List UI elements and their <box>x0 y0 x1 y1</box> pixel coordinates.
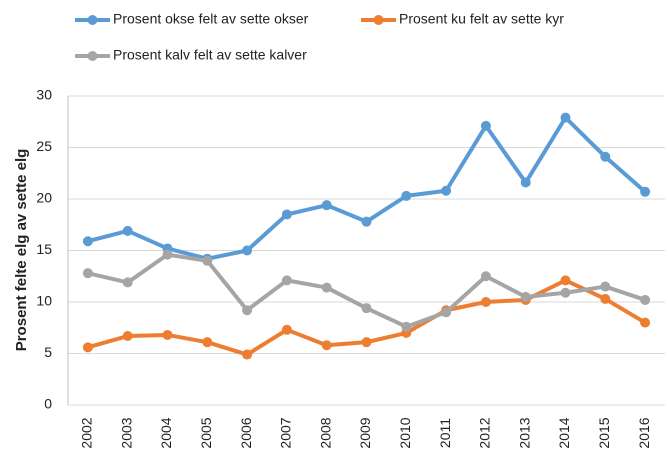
legend-label: Prosent kalv felt av sette kalver <box>113 47 307 63</box>
data-point <box>202 337 213 348</box>
data-point <box>242 349 253 360</box>
legend-marker <box>87 51 98 61</box>
data-point <box>480 271 491 282</box>
x-tick-label: 2013 <box>516 417 532 448</box>
x-tick-label: 2010 <box>397 417 413 448</box>
legend-label: Prosent okse felt av sette okser <box>113 11 309 27</box>
data-point <box>560 287 571 298</box>
data-point <box>162 249 173 260</box>
x-tick-label: 2009 <box>357 417 373 448</box>
data-point <box>361 216 372 227</box>
y-tick-label: 0 <box>44 396 52 412</box>
x-tick-label: 2012 <box>477 417 493 448</box>
y-tick-label: 20 <box>36 190 52 206</box>
data-point <box>321 282 332 293</box>
data-point <box>281 209 292 220</box>
data-point <box>122 277 133 288</box>
x-tick-label: 2011 <box>437 418 453 448</box>
data-point <box>640 294 651 305</box>
data-point <box>82 268 93 279</box>
x-tick-label: 2008 <box>317 417 333 448</box>
y-axis-label: Prosent felte elg av sette elg <box>13 149 30 352</box>
data-point <box>82 342 93 353</box>
data-point <box>321 340 332 351</box>
data-point <box>281 324 292 335</box>
legend-label: Prosent ku felt av sette kyr <box>399 11 564 27</box>
x-tick-label: 2002 <box>79 417 95 448</box>
data-point <box>520 291 531 302</box>
data-point <box>401 321 412 332</box>
data-point <box>162 329 173 340</box>
x-tick-label: 2006 <box>238 417 254 448</box>
data-point <box>122 225 133 236</box>
data-point <box>560 112 571 123</box>
data-point <box>242 305 253 316</box>
data-point <box>520 177 531 188</box>
data-point <box>401 190 412 201</box>
data-point <box>281 275 292 286</box>
y-tick-label: 25 <box>36 138 52 154</box>
data-point <box>480 120 491 131</box>
data-point <box>600 151 611 162</box>
y-tick-label: 15 <box>36 241 52 257</box>
x-tick-label: 2004 <box>158 417 174 448</box>
data-point <box>441 307 452 318</box>
x-tick-label: 2014 <box>556 417 572 448</box>
data-point <box>321 200 332 211</box>
data-point <box>640 186 651 197</box>
x-tick-label: 2015 <box>596 417 612 448</box>
data-point <box>202 255 213 266</box>
data-point <box>361 303 372 314</box>
series-line <box>87 115 647 261</box>
data-point <box>122 330 133 341</box>
data-point <box>600 293 611 304</box>
data-point <box>441 185 452 196</box>
data-point <box>242 245 253 256</box>
data-point <box>560 275 571 286</box>
x-tick-label: 2016 <box>636 417 652 448</box>
x-tick-label: 2003 <box>118 417 134 448</box>
legend-marker <box>373 15 384 25</box>
y-tick-label: 5 <box>44 344 52 360</box>
x-tick-label: 2005 <box>198 417 214 448</box>
y-tick-label: 10 <box>36 293 52 309</box>
data-point <box>640 317 651 328</box>
data-point <box>82 236 93 247</box>
data-point <box>361 337 372 348</box>
y-tick-label: 30 <box>36 87 52 103</box>
legend-marker <box>87 15 98 25</box>
data-point <box>480 297 491 307</box>
data-point <box>600 281 611 292</box>
x-tick-label: 2007 <box>278 417 294 448</box>
